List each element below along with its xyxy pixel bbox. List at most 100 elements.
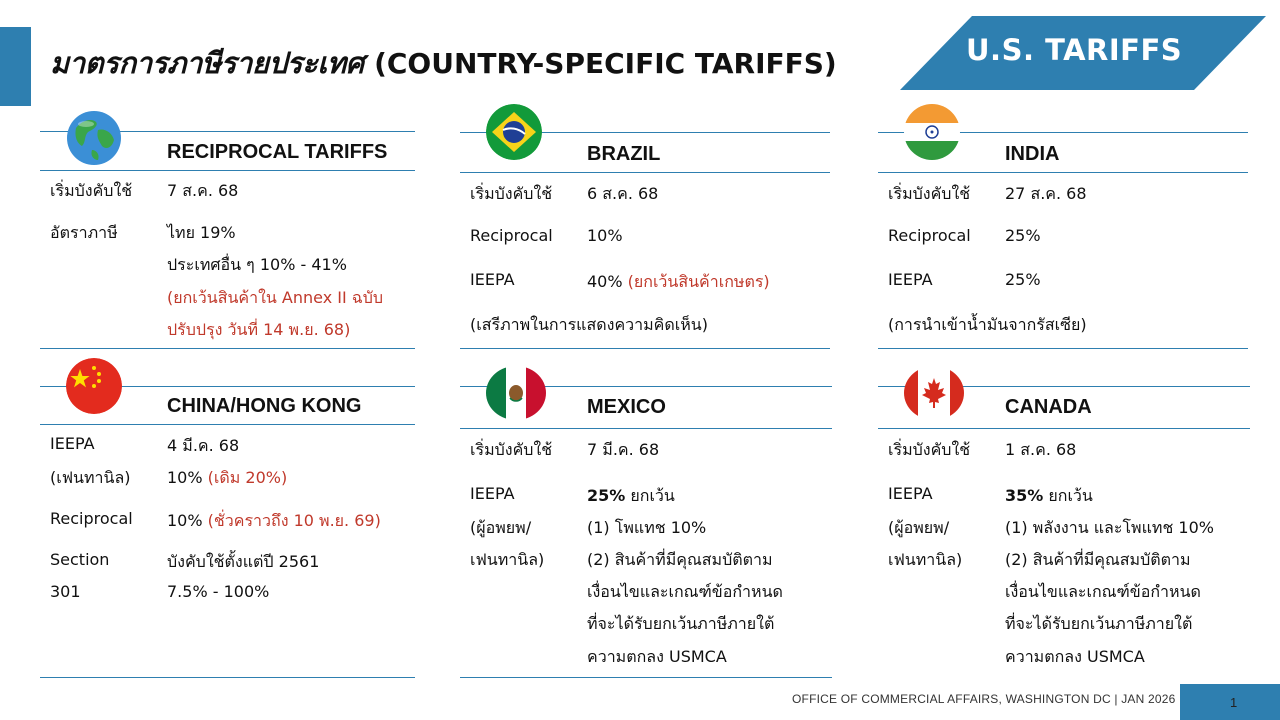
divider bbox=[878, 172, 1248, 173]
row-value: 40% (ยกเว้นสินค้าเกษตร) bbox=[587, 270, 770, 295]
row-value: 10% (เดิม 20%) bbox=[167, 466, 287, 491]
row-value: 7.5% - 100% bbox=[167, 582, 270, 601]
divider bbox=[460, 386, 832, 387]
row-value: ประเทศอื่น ๆ 10% - 41% bbox=[167, 255, 347, 274]
row-value: บังคับใช้ตั้งแต่ปี 2561 bbox=[167, 552, 320, 571]
row-label: เฟนทานิล) bbox=[470, 550, 545, 569]
row-label: เริ่มบังคับใช้ bbox=[888, 440, 971, 459]
row-value: 4 มี.ค. 68 bbox=[167, 436, 240, 455]
row-label: เริ่มบังคับใช้ bbox=[470, 440, 553, 459]
ieepa-rate: 10% bbox=[167, 468, 203, 487]
divider bbox=[460, 172, 830, 173]
ieepa-note: (เดิม 20%) bbox=[207, 468, 288, 487]
row-value: 7 ส.ค. 68 bbox=[167, 181, 239, 200]
row-label: IEEPA bbox=[50, 434, 95, 453]
divider bbox=[40, 386, 415, 387]
reciprocal-rate: 10% bbox=[167, 511, 203, 530]
row-value: ความตกลง USMCA bbox=[587, 647, 727, 666]
card-brazil: BRAZIL เริ่มบังคับใช้ 6 ส.ค. 68 Reciproc… bbox=[460, 104, 835, 354]
card-title: INDIA bbox=[1005, 143, 1060, 165]
card-canada: CANADA เริ่มบังคับใช้ 1 ส.ค. 68 IEEPA 35… bbox=[878, 362, 1253, 680]
card-title: CANADA bbox=[1005, 396, 1092, 418]
row-value: ไทย 19% bbox=[167, 223, 236, 242]
row-value: (2) สินค้าที่มีคุณสมบัติตาม bbox=[1005, 550, 1191, 569]
row-label: IEEPA bbox=[888, 484, 933, 503]
row-value: 6 ส.ค. 68 bbox=[587, 184, 659, 203]
row-value: เงื่อนไขและเกณฑ์ข้อกำหนด bbox=[587, 582, 783, 601]
china-flag-icon bbox=[66, 358, 122, 414]
row-note: ปรับปรุง วันที่ 14 พ.ย. 68) bbox=[167, 320, 351, 339]
card-reciprocal: RECIPROCAL TARIFFS เริ่มบังคับใช้ 7 ส.ค.… bbox=[40, 108, 415, 353]
mexico-flag-icon bbox=[486, 366, 546, 420]
row-value: ที่จะได้รับยกเว้นภาษีภายใต้ bbox=[1005, 614, 1193, 633]
card-footnote: (เสรีภาพในการแสดงความคิดเห็น) bbox=[470, 315, 708, 334]
row-value: 1 ส.ค. 68 bbox=[1005, 440, 1077, 459]
ieepa-rate: 25% bbox=[587, 486, 626, 505]
card-title: MEXICO bbox=[587, 396, 666, 418]
brazil-flag-icon bbox=[486, 104, 542, 160]
page-title: มาตรการภาษีรายประเทศ (COUNTRY-SPECIFIC T… bbox=[50, 40, 837, 86]
row-value: (1) โพแทช 10% bbox=[587, 518, 707, 537]
row-value: ที่จะได้รับยกเว้นภาษีภายใต้ bbox=[587, 614, 775, 633]
banner-title: U.S. TARIFFS bbox=[966, 33, 1183, 67]
row-value: 10% (ชั่วคราวถึง 10 พ.ย. 69) bbox=[167, 509, 381, 534]
footer-text: OFFICE OF COMMERCIAL AFFAIRS, WASHINGTON… bbox=[792, 692, 1176, 706]
title-english: (COUNTRY-SPECIFIC TARIFFS) bbox=[374, 47, 837, 80]
row-value: 7 มี.ค. 68 bbox=[587, 440, 660, 459]
row-value: เงื่อนไขและเกณฑ์ข้อกำหนด bbox=[1005, 582, 1201, 601]
row-label: IEEPA bbox=[470, 270, 515, 289]
card-title: BRAZIL bbox=[587, 143, 661, 165]
row-label: (ผู้อพยพ/ bbox=[470, 518, 532, 537]
divider bbox=[878, 132, 1248, 133]
divider bbox=[40, 131, 415, 132]
row-label: เฟนทานิล) bbox=[888, 550, 963, 569]
row-value: 27 ส.ค. 68 bbox=[1005, 184, 1087, 203]
ieepa-rate: 40% bbox=[587, 272, 623, 291]
card-title: RECIPROCAL TARIFFS bbox=[167, 141, 388, 163]
divider bbox=[878, 428, 1250, 429]
title-thai: มาตรการภาษีรายประเทศ bbox=[50, 46, 364, 80]
ieepa-suffix: ยกเว้น bbox=[625, 486, 675, 505]
card-title: CHINA/HONG KONG bbox=[167, 395, 362, 417]
india-flag-icon bbox=[904, 104, 960, 160]
row-value: (2) สินค้าที่มีคุณสมบัติตาม bbox=[587, 550, 773, 569]
accent-bar bbox=[0, 27, 31, 106]
card-mexico: MEXICO เริ่มบังคับใช้ 7 มี.ค. 68 IEEPA 2… bbox=[460, 362, 835, 680]
ieepa-suffix: ยกเว้น bbox=[1043, 486, 1093, 505]
row-label: Section bbox=[50, 550, 110, 569]
row-value: 25% bbox=[1005, 270, 1041, 289]
row-label: Reciprocal bbox=[50, 509, 133, 528]
row-label: อัตราภาษี bbox=[50, 223, 118, 242]
divider bbox=[460, 677, 832, 678]
card-footnote: (การนำเข้าน้ำมันจากรัสเซีย) bbox=[888, 315, 1087, 334]
ieepa-note: (ยกเว้นสินค้าเกษตร) bbox=[627, 272, 770, 291]
row-label: (ผู้อพยพ/ bbox=[888, 518, 950, 537]
reciprocal-note: (ชั่วคราวถึง 10 พ.ย. 69) bbox=[207, 511, 381, 530]
divider bbox=[878, 386, 1250, 387]
row-value: 25% ยกเว้น bbox=[587, 484, 675, 509]
row-label: Reciprocal bbox=[470, 226, 553, 245]
row-label: (เฟนทานิล) bbox=[50, 468, 131, 487]
divider bbox=[460, 348, 830, 349]
row-value: 35% ยกเว้น bbox=[1005, 484, 1093, 509]
card-china: CHINA/HONG KONG IEEPA 4 มี.ค. 68 (เฟนทาน… bbox=[40, 358, 415, 680]
divider bbox=[40, 348, 415, 349]
row-value: 25% bbox=[1005, 226, 1041, 245]
row-label: IEEPA bbox=[888, 270, 933, 289]
row-note: (ยกเว้นสินค้าใน Annex II ฉบับ bbox=[167, 288, 383, 307]
canada-flag-icon bbox=[904, 366, 964, 420]
row-label: IEEPA bbox=[470, 484, 515, 503]
page-number-box bbox=[1180, 684, 1280, 720]
row-label: Reciprocal bbox=[888, 226, 971, 245]
divider bbox=[460, 132, 830, 133]
row-label: เริ่มบังคับใช้ bbox=[888, 184, 971, 203]
row-label: 301 bbox=[50, 582, 81, 601]
divider bbox=[40, 424, 415, 425]
card-india: INDIA เริ่มบังคับใช้ 27 ส.ค. 68 Reciproc… bbox=[878, 104, 1253, 354]
row-value: ความตกลง USMCA bbox=[1005, 647, 1145, 666]
page-number: 1 bbox=[1230, 695, 1238, 710]
globe-icon bbox=[66, 110, 122, 166]
row-label: เริ่มบังคับใช้ bbox=[470, 184, 553, 203]
row-value: 10% bbox=[587, 226, 623, 245]
divider bbox=[40, 170, 415, 171]
